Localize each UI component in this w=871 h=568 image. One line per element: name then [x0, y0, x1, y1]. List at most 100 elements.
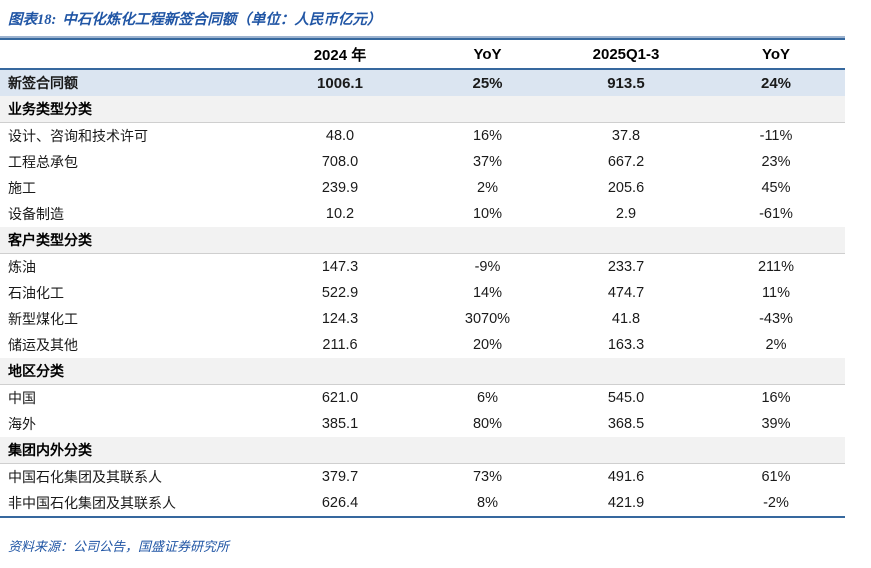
- cell-value: [545, 358, 707, 385]
- cell-value: 37.8: [611, 128, 641, 144]
- cell-value: 14%: [472, 285, 503, 301]
- cell-value: 522.9: [321, 285, 359, 301]
- cell-value: 23%: [761, 154, 791, 170]
- table-data-row: 炼油 147.3 -9% 233.7 211%: [0, 254, 845, 281]
- cell-value: 80%: [472, 416, 503, 432]
- table-data-row: 海外 385.1 80% 368.5 39%: [0, 411, 845, 437]
- cell-value: 233.7: [607, 259, 645, 275]
- table-data-row: 中国石化集团及其联系人 379.7 73% 491.6 61%: [0, 464, 845, 491]
- cell-value: [545, 437, 707, 464]
- column-header-yoy-2024: YoY: [430, 39, 545, 70]
- column-header-2024: 2024 年: [250, 39, 430, 70]
- cell-value: 421.9: [607, 495, 645, 511]
- cell-value: 11%: [762, 285, 790, 301]
- row-label: 施工: [8, 182, 36, 197]
- cell-value: 16%: [472, 128, 503, 144]
- cell-value: 913.5: [545, 69, 707, 96]
- cell-value: 205.6: [607, 180, 645, 196]
- figure-number-label: 图表18:: [8, 12, 57, 28]
- cell-value: 25%: [430, 69, 545, 96]
- cell-value: 147.3: [321, 259, 359, 275]
- cell-value: 124.3: [321, 311, 359, 327]
- table-data-row: 工程总承包 708.0 37% 667.2 23%: [0, 149, 845, 175]
- cell-value: 24%: [707, 69, 845, 96]
- row-label: 储运及其他: [8, 339, 78, 354]
- table-section-row: 客户类型分类: [0, 227, 845, 254]
- row-label: 海外: [8, 418, 36, 433]
- cell-value: 2.9: [615, 206, 637, 222]
- table-header-row: 2024 年 YoY 2025Q1-3 YoY: [0, 39, 845, 70]
- row-label: 非中国石化集团及其联系人: [8, 497, 176, 512]
- cell-value: [430, 437, 545, 464]
- cell-value: 6%: [477, 390, 498, 406]
- column-header-yoy-2025: YoY: [707, 39, 845, 70]
- new-contracts-table: 2024 年 YoY 2025Q1-3 YoY 新签合同额 1006.1 25% 91…: [0, 38, 845, 518]
- table-section-row: 业务类型分类: [0, 96, 845, 123]
- cell-value: [707, 437, 845, 464]
- cell-value: 239.9: [321, 180, 359, 196]
- cell-value: [707, 96, 845, 123]
- table-data-row: 中国 621.0 6% 545.0 16%: [0, 385, 845, 412]
- row-label: 地区分类: [0, 358, 250, 385]
- cell-value: 16%: [761, 390, 791, 406]
- cell-value: 626.4: [321, 495, 359, 511]
- cell-value: 621.0: [321, 390, 359, 406]
- cell-value: 385.1: [321, 416, 359, 432]
- row-label: 工程总承包: [8, 156, 78, 171]
- cell-value: [545, 96, 707, 123]
- row-label: 中国石化集团及其联系人: [8, 471, 162, 486]
- cell-value: 368.5: [607, 416, 645, 432]
- cell-value: [545, 227, 707, 254]
- cell-value: 3070%: [464, 311, 511, 327]
- cell-value: 39%: [761, 416, 791, 432]
- table-header: 2024 年 YoY 2025Q1-3 YoY: [0, 39, 845, 70]
- figure-title: 图表18: 中石化炼化工程新签合同额（单位：人民币亿元）: [8, 8, 848, 29]
- cell-value: 20%: [472, 337, 503, 353]
- cell-value: [707, 227, 845, 254]
- cell-value: 163.3: [607, 337, 645, 353]
- cell-value: 211%: [757, 259, 794, 275]
- cell-value: -11%: [759, 128, 793, 144]
- table-data-row: 储运及其他 211.6 20% 163.3 2%: [0, 332, 845, 358]
- cell-value: 708.0: [321, 154, 359, 170]
- figure-title-text: 中石化炼化工程新签合同额（单位：人民币亿元）: [62, 12, 382, 28]
- table-data-row: 新型煤化工 124.3 3070% 41.8 -43%: [0, 306, 845, 332]
- row-label: 石油化工: [8, 287, 64, 302]
- cell-value: 48.0: [325, 128, 355, 144]
- cell-value: [250, 227, 430, 254]
- row-label: 设计、咨询和技术许可: [8, 130, 148, 145]
- row-label: 中国: [8, 392, 36, 407]
- cell-value: [250, 358, 430, 385]
- cell-value: [430, 227, 545, 254]
- table-data-row: 施工 239.9 2% 205.6 45%: [0, 175, 845, 201]
- table-data-row: 石油化工 522.9 14% 474.7 11%: [0, 280, 845, 306]
- row-label: 炼油: [8, 261, 36, 276]
- table-data-row: 设计、咨询和技术许可 48.0 16% 37.8 -11%: [0, 123, 845, 150]
- cell-value: 10%: [472, 206, 503, 222]
- cell-value: 45%: [761, 180, 791, 196]
- row-label: 业务类型分类: [0, 96, 250, 123]
- cell-value: 73%: [472, 469, 503, 485]
- cell-value: -9%: [474, 259, 501, 275]
- table-body: 新签合同额 1006.1 25% 913.5 24% 业务类型分类设计、咨询和技术许可 48…: [0, 69, 845, 517]
- row-label: 新型煤化工: [8, 313, 78, 328]
- table-highlight-row: 新签合同额 1006.1 25% 913.5 24%: [0, 69, 845, 96]
- cell-value: 37%: [472, 154, 503, 170]
- cell-value: [707, 358, 845, 385]
- table-data-row: 设备制造 10.2 10% 2.9 -61%: [0, 201, 845, 227]
- cell-value: -2%: [763, 495, 789, 511]
- source-note: 资料来源：公司公告，国盛证券研究所: [8, 539, 230, 554]
- cell-value: -61%: [759, 206, 793, 222]
- row-label: 设备制造: [8, 208, 64, 223]
- cell-value: [250, 96, 430, 123]
- cell-value: 211.6: [322, 337, 358, 353]
- column-header-blank: [0, 39, 250, 70]
- cell-value: 491.6: [607, 469, 645, 485]
- cell-value: [250, 437, 430, 464]
- cell-value: 545.0: [607, 390, 645, 406]
- table-data-row: 非中国石化集团及其联系人 626.4 8% 421.9 -2%: [0, 490, 845, 517]
- row-label: 集团内外分类: [0, 437, 250, 464]
- cell-value: 10.2: [325, 206, 355, 222]
- cell-value: 2%: [477, 180, 498, 196]
